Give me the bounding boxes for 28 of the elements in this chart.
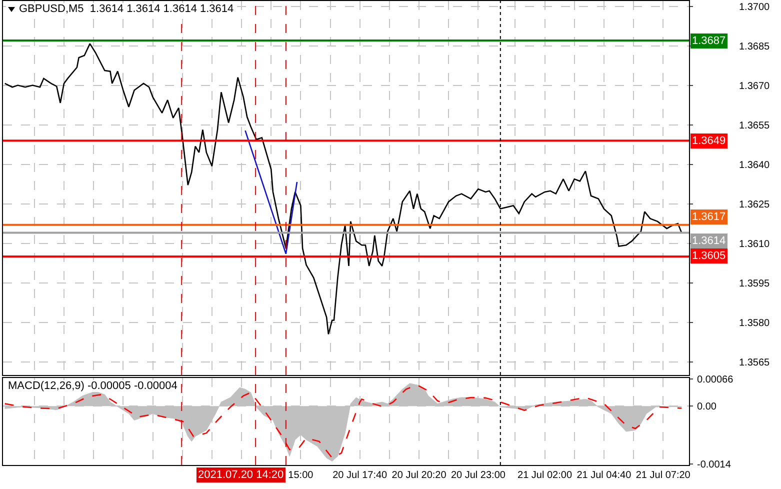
y-tick-label: 1.3640	[739, 160, 770, 171]
y-tick-label: 1.3565	[739, 357, 770, 368]
ref-line-label: 1.3649	[692, 135, 726, 147]
x-tick-label: 15:00	[288, 470, 314, 481]
y-tick-label: 1.3610	[739, 238, 770, 250]
y-tick-label: 1.3595	[739, 278, 770, 290]
x-tick-label: 21 Jul 07:20	[636, 470, 691, 481]
x-tick-label: 20 Jul 23:00	[450, 470, 506, 481]
y-tick-label: 1.3685	[739, 41, 770, 52]
y-tick-label: 1.3655	[739, 120, 770, 132]
y-tick-label: 0.00	[697, 402, 717, 413]
y-tick-label: 1.3625	[739, 199, 770, 210]
x-tick-label: 21 Jul 04:40	[576, 470, 632, 481]
y-tick-label: 0.00066	[697, 374, 734, 386]
y-tick-label: 1.3670	[739, 80, 770, 92]
ref-line-label: 2021.07.20 14:20	[198, 469, 284, 481]
x-tick-label: 20 Jul 17:40	[332, 470, 388, 481]
ref-line-label: 1.3687	[692, 35, 726, 47]
x-tick-label: 20 Jul 20:20	[392, 470, 447, 481]
ref-line-label: 1.3614	[692, 235, 726, 247]
y-tick-label: 1.3580	[739, 318, 770, 329]
ref-line-label: 1.3617	[692, 211, 726, 223]
x-tick-label: 21 Jul 02:00	[518, 470, 572, 481]
chart-title: GBPUSD,M5 1.3614 1.3614 1.3614 1.3614	[19, 3, 234, 15]
y-tick-label: -0.0014	[697, 460, 732, 471]
ref-line-label: 1.3605	[692, 250, 726, 262]
y-tick-label: 1.3700	[739, 2, 770, 13]
chart-title: MACD(12,26,9) -0.00005 -0.00004	[8, 380, 178, 392]
